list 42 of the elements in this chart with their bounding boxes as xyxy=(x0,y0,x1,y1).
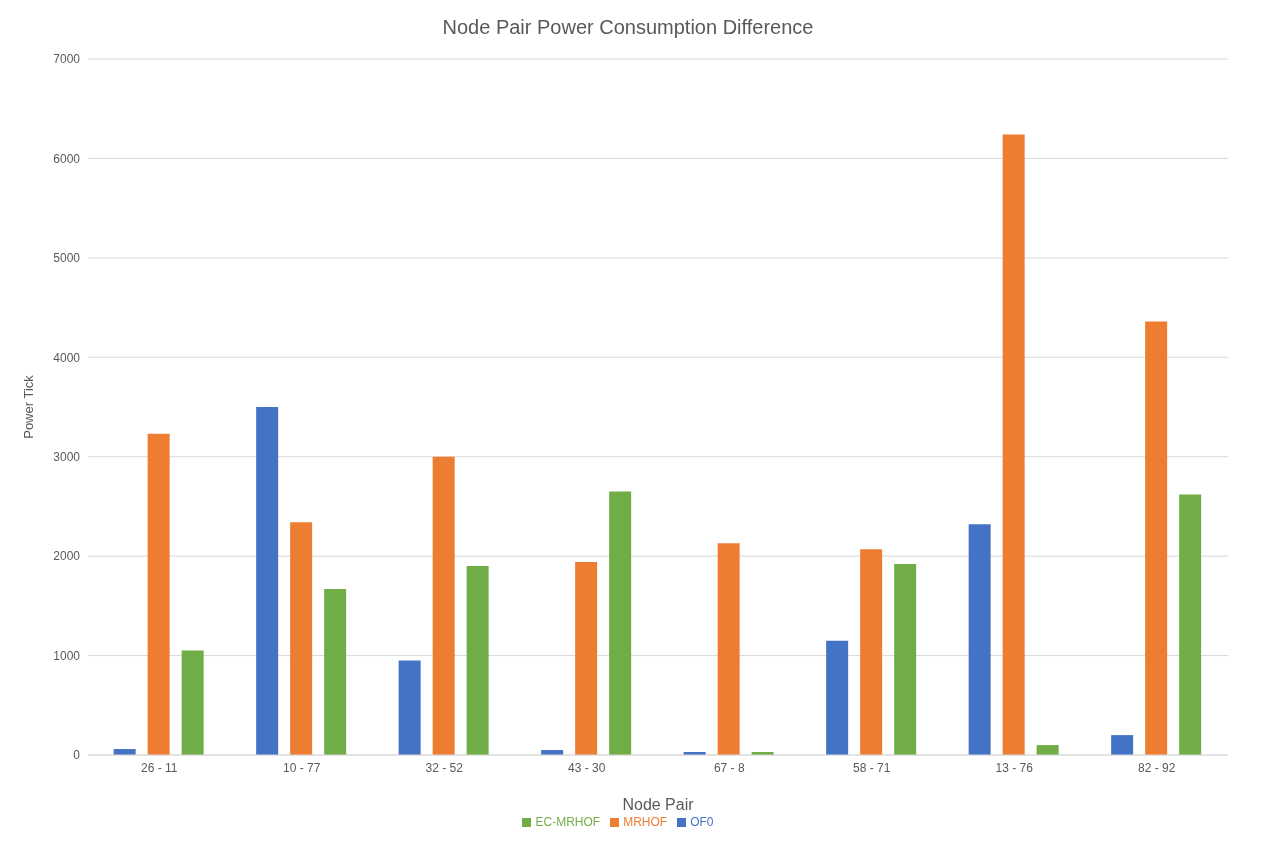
bar xyxy=(968,524,991,755)
x-tick-label: 32 - 52 xyxy=(425,760,464,775)
x-axis-title: Node Pair xyxy=(622,796,695,813)
y-axis-title: Power Tick xyxy=(20,374,36,439)
bar xyxy=(147,433,170,755)
x-tick-label: 26 - 11 xyxy=(141,760,178,775)
bar xyxy=(181,650,204,755)
bar xyxy=(398,660,421,755)
bar xyxy=(1179,494,1202,755)
y-tick-label: 4000 xyxy=(53,350,81,365)
y-tick-label: 3000 xyxy=(53,449,81,464)
bar xyxy=(290,522,313,755)
x-tick-label: 58 - 71 xyxy=(853,760,891,775)
bar xyxy=(717,543,740,755)
x-tick-label: 10 - 77 xyxy=(283,760,321,775)
y-tick-label: 6000 xyxy=(53,151,81,166)
bar xyxy=(826,640,849,755)
bar xyxy=(609,491,632,755)
bar xyxy=(1111,735,1134,755)
legend-label: MRHOF xyxy=(623,815,668,829)
x-tick-label: 82 - 92 xyxy=(1138,760,1176,775)
y-tick-label: 5000 xyxy=(53,251,81,266)
legend-label: EC-MRHOF xyxy=(535,815,601,829)
bar xyxy=(324,588,347,755)
legend-label: OF0 xyxy=(690,815,714,829)
bar xyxy=(1002,134,1025,755)
bar xyxy=(1145,321,1168,755)
y-tick-label: 0 xyxy=(73,748,81,763)
bar xyxy=(894,564,917,755)
bar xyxy=(256,407,279,755)
x-tick-label: 67 - 8 xyxy=(713,760,745,775)
x-tick-label: 13 - 76 xyxy=(995,760,1034,775)
bar xyxy=(1036,745,1059,755)
bar xyxy=(860,549,883,755)
y-tick-label: 1000 xyxy=(53,648,81,663)
y-tick-label: 2000 xyxy=(53,549,81,564)
x-tick-label: 43 - 30 xyxy=(568,760,606,775)
bar xyxy=(466,566,489,755)
bar xyxy=(575,562,598,755)
y-tick-label: 7000 xyxy=(53,52,81,67)
chart-title: Node Pair Power Consumption Difference xyxy=(441,16,815,39)
bar xyxy=(432,456,455,755)
